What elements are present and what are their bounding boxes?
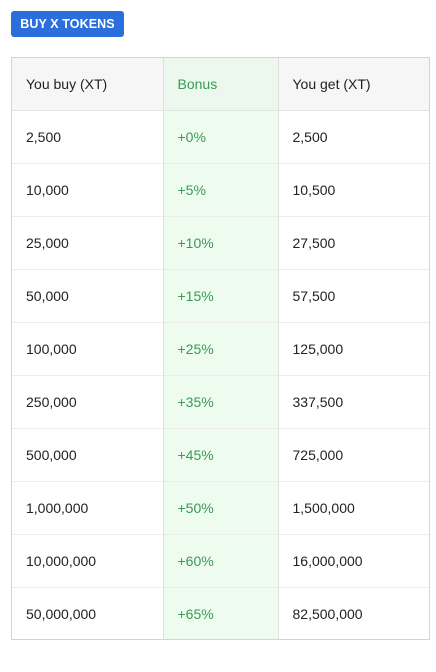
cell-you-get: 82,500,000 bbox=[278, 586, 429, 639]
header-you-get: You get (XT) bbox=[278, 58, 429, 111]
cell-you-buy: 250,000 bbox=[12, 374, 163, 428]
cell-you-buy: 100,000 bbox=[12, 321, 163, 375]
cell-you-buy: 10,000 bbox=[12, 162, 163, 216]
cell-you-buy: 25,000 bbox=[12, 215, 163, 269]
cell-bonus: +35% bbox=[162, 374, 279, 428]
cell-you-get: 16,000,000 bbox=[278, 533, 429, 587]
cell-you-buy: 500,000 bbox=[12, 427, 163, 481]
cell-you-buy: 1,000,000 bbox=[12, 480, 163, 534]
cell-you-get: 1,500,000 bbox=[278, 480, 429, 534]
header-bonus: Bonus bbox=[162, 58, 279, 111]
cell-you-get: 57,500 bbox=[278, 268, 429, 322]
cell-you-get: 725,000 bbox=[278, 427, 429, 481]
cell-you-buy: 2,500 bbox=[26, 128, 62, 145]
cell-bonus: +25% bbox=[162, 321, 279, 375]
table-row: 250,000 +35% 337,500 bbox=[12, 374, 429, 428]
cell-bonus: +60% bbox=[162, 533, 279, 587]
cell-bonus: +15% bbox=[162, 268, 279, 322]
cell-you-get: 125,000 bbox=[278, 321, 429, 375]
cell-you-buy: 10,000,000 bbox=[12, 533, 163, 587]
table-row: 50,000 +15% 57,500 bbox=[12, 268, 429, 322]
cell-you-get: 10,500 bbox=[278, 162, 429, 216]
table-row: 1,000,000 +50% 1,500,000 bbox=[12, 480, 429, 534]
table-body: 2,500 +0% 2,500 10,000 +5% 10,500 25,000… bbox=[12, 110, 429, 639]
buy-x-tokens-button[interactable]: BUY X TOKENS bbox=[11, 11, 124, 37]
table-row: 2,500 +0% 2,500 bbox=[12, 110, 429, 163]
table-row: 50,000,000 +65% 82,500,000 bbox=[12, 586, 429, 639]
table-row: 100,000 +25% 125,000 bbox=[12, 321, 429, 375]
cell-bonus: +50% bbox=[162, 480, 279, 534]
cell-bonus: +0% bbox=[162, 110, 279, 163]
header-row: You buy (XT) Bonus You get (XT) bbox=[12, 58, 429, 111]
cell-bonus: +10% bbox=[162, 215, 279, 269]
cell-you-get: 2,500 bbox=[292, 128, 328, 145]
cell-you-get: 337,500 bbox=[278, 374, 429, 428]
table-row: 500,000 +45% 725,000 bbox=[12, 427, 429, 481]
bonus-table: You buy (XT) Bonus You get (XT) 2,500 +0… bbox=[11, 57, 430, 640]
table-header: You buy (XT) Bonus You get (XT) bbox=[12, 58, 429, 111]
table-row: 10,000 +5% 10,500 bbox=[12, 162, 429, 216]
cell-bonus: +5% bbox=[162, 162, 279, 216]
table-row: 10,000,000 +60% 16,000,000 bbox=[12, 533, 429, 587]
header-you-buy: You buy (XT) bbox=[12, 58, 163, 111]
cell-bonus: +45% bbox=[162, 427, 279, 481]
cell-you-buy: 50,000 bbox=[12, 268, 163, 322]
table-row: 25,000 +10% 27,500 bbox=[12, 215, 429, 269]
cell-you-buy: 50,000,000 bbox=[12, 586, 163, 639]
bonus-table-grid: You buy (XT) Bonus You get (XT) 2,500 +0… bbox=[12, 58, 429, 639]
cell-you-get: 27,500 bbox=[278, 215, 429, 269]
cell-bonus: +65% bbox=[162, 586, 279, 639]
